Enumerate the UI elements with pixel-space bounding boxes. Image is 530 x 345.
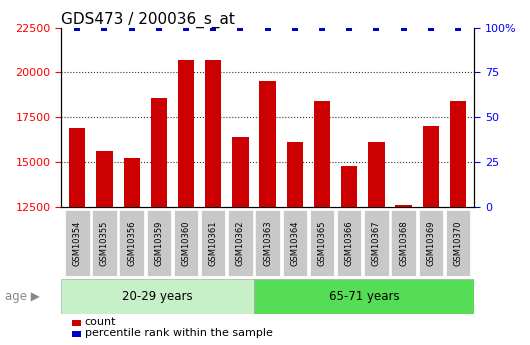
Point (454, 25, 462, 30)
Text: GSM10355: GSM10355 (100, 220, 109, 266)
Text: count: count (85, 317, 116, 327)
Text: GSM10363: GSM10363 (263, 220, 272, 266)
FancyBboxPatch shape (147, 210, 171, 276)
Text: age ▶: age ▶ (5, 290, 40, 303)
Text: GSM10360: GSM10360 (182, 220, 191, 266)
Bar (123, 158, 140, 345)
Text: percentile rank within the sample: percentile rank within the sample (85, 328, 272, 338)
Point (73, 25, 82, 30)
Text: GSM10369: GSM10369 (426, 220, 435, 266)
FancyBboxPatch shape (446, 210, 470, 276)
Bar (341, 166, 357, 345)
Point (263, 25, 272, 30)
FancyBboxPatch shape (201, 210, 225, 276)
FancyBboxPatch shape (337, 210, 361, 276)
Text: 20-29 years: 20-29 years (122, 290, 193, 303)
Bar (395, 205, 412, 345)
Point (427, 25, 435, 30)
Bar (232, 137, 249, 345)
FancyBboxPatch shape (391, 210, 416, 276)
Bar (96, 151, 112, 345)
Point (127, 25, 136, 30)
FancyBboxPatch shape (119, 210, 144, 276)
Text: GSM10354: GSM10354 (73, 220, 82, 266)
FancyBboxPatch shape (228, 210, 253, 276)
Bar (450, 101, 466, 345)
Point (345, 25, 354, 30)
FancyBboxPatch shape (282, 210, 307, 276)
Bar (314, 101, 330, 345)
Point (372, 25, 381, 30)
Bar (151, 98, 167, 345)
Text: GSM10366: GSM10366 (344, 220, 354, 266)
Bar (61, 279, 254, 314)
Text: GDS473 / 200036_s_at: GDS473 / 200036_s_at (61, 11, 235, 28)
Text: GSM10364: GSM10364 (290, 220, 299, 266)
Bar (205, 60, 222, 345)
Text: GSM10370: GSM10370 (454, 220, 463, 266)
FancyBboxPatch shape (92, 210, 117, 276)
Point (182, 25, 190, 30)
FancyBboxPatch shape (255, 210, 280, 276)
Text: GSM10368: GSM10368 (399, 220, 408, 266)
Bar (423, 126, 439, 345)
Point (400, 25, 408, 30)
Point (318, 25, 326, 30)
FancyBboxPatch shape (364, 210, 388, 276)
FancyBboxPatch shape (174, 210, 198, 276)
Bar (254, 279, 474, 314)
Text: GSM10367: GSM10367 (372, 220, 381, 266)
Text: GSM10356: GSM10356 (127, 220, 136, 266)
FancyBboxPatch shape (65, 210, 90, 276)
Point (100, 25, 109, 30)
Text: GSM10365: GSM10365 (317, 220, 326, 266)
Bar (69, 128, 85, 345)
Point (155, 25, 163, 30)
Point (209, 25, 217, 30)
Bar (368, 142, 385, 345)
Text: GSM10362: GSM10362 (236, 220, 245, 266)
Text: GSM10361: GSM10361 (209, 220, 218, 266)
FancyBboxPatch shape (310, 210, 334, 276)
Bar (260, 81, 276, 345)
FancyBboxPatch shape (419, 210, 443, 276)
Text: GSM10359: GSM10359 (154, 220, 163, 266)
Text: 65-71 years: 65-71 years (329, 290, 400, 303)
Point (290, 25, 299, 30)
Bar (178, 60, 194, 345)
Point (236, 25, 245, 30)
Bar (287, 142, 303, 345)
